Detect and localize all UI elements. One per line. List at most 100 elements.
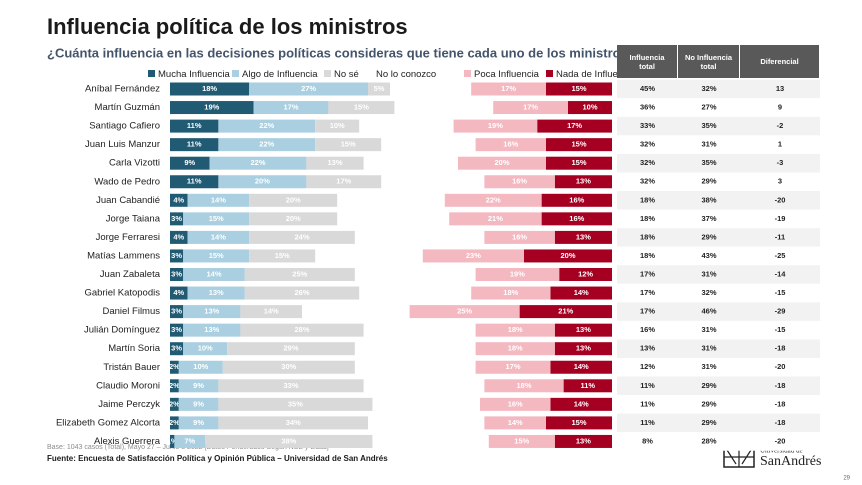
value-label: 3%: [171, 325, 182, 334]
table-row: [617, 432, 820, 451]
bar: [563, 379, 612, 393]
table-row: [617, 320, 820, 340]
bar: [550, 397, 612, 411]
value-label: 10%: [193, 362, 208, 371]
table-header: No Influencia total: [678, 45, 740, 78]
value-label: 13%: [576, 325, 591, 334]
value-label: 3%: [171, 307, 182, 316]
category-label: Alexis Guerrera: [94, 436, 161, 447]
value-label: 15%: [571, 140, 586, 149]
table-row: [617, 116, 820, 136]
bar: [315, 138, 382, 152]
value-label: 22%: [259, 140, 274, 149]
bar: [183, 212, 250, 226]
bar: [205, 434, 373, 448]
table-cell: 46%: [701, 307, 716, 316]
bar: [240, 305, 302, 319]
bar: [170, 286, 188, 300]
value-label: 13%: [576, 436, 591, 445]
category-label: Elizabeth Gomez Alcorta: [56, 417, 161, 428]
bar: [170, 379, 179, 393]
table-row: [617, 265, 820, 284]
table-header: Influencia total: [617, 45, 678, 78]
bar: [170, 82, 250, 96]
value-label: 11%: [187, 140, 202, 149]
bar: [546, 156, 612, 170]
bar: [368, 82, 390, 96]
value-label: 27%: [301, 84, 316, 93]
value-label: 11%: [187, 121, 202, 130]
bar: [554, 175, 612, 189]
value-label: 21%: [488, 214, 503, 223]
bar: [209, 156, 307, 170]
bar: [249, 212, 338, 226]
category-label: Juan Cabandié: [96, 195, 160, 206]
value-label: 30%: [281, 362, 296, 371]
legend-label: Algo de Influencia: [242, 69, 318, 80]
value-label: 4%: [173, 232, 184, 241]
category-label: Martín Soria: [108, 343, 160, 354]
bar: [170, 397, 179, 411]
bar: [244, 268, 355, 281]
value-label: 15%: [209, 251, 224, 260]
bar: [170, 230, 188, 244]
table-row: [617, 79, 820, 99]
value-label: 18%: [516, 381, 531, 390]
bar: [519, 305, 612, 319]
table-row: [617, 153, 820, 173]
table-cell: 35%: [701, 158, 716, 167]
table-cell: 11%: [640, 418, 655, 427]
value-label: 25%: [457, 307, 472, 316]
table-cell: 29%: [701, 177, 716, 186]
bar: [409, 305, 520, 319]
table-header: Diferencial: [740, 45, 820, 78]
value-label: 17%: [523, 103, 538, 112]
table-cell: 11%: [640, 399, 655, 408]
bar: [537, 119, 612, 133]
bar: [222, 360, 355, 374]
table-cell: 17%: [640, 288, 655, 297]
category-label: Santiago Cafiero: [89, 121, 160, 132]
value-label: 20%: [560, 251, 575, 260]
bar: [471, 82, 546, 96]
legend-swatch: [464, 70, 471, 77]
bar: [218, 379, 364, 393]
bar: [475, 268, 560, 281]
bar: [244, 286, 360, 300]
bar: [183, 342, 228, 356]
table-cell: 43%: [701, 251, 716, 260]
bar: [554, 434, 612, 448]
table-row: [617, 209, 820, 229]
table-cell: -14: [775, 269, 787, 278]
category-label: Matías Lammens: [87, 250, 160, 261]
value-label: 13%: [204, 307, 219, 316]
bar: [170, 360, 179, 374]
bar: [218, 397, 373, 411]
value-label: 15%: [354, 103, 369, 112]
table-cell: 31%: [701, 269, 716, 278]
bar: [475, 342, 555, 356]
bar: [484, 416, 546, 430]
value-label: 14%: [574, 288, 589, 297]
table-cell: -18: [775, 399, 786, 408]
value-label: 15%: [571, 84, 586, 93]
bar: [218, 175, 307, 189]
table-cell: 9: [778, 103, 782, 112]
value-label: 20%: [286, 195, 301, 204]
table-cell: 29%: [701, 399, 716, 408]
value-label: 24%: [294, 232, 309, 241]
value-label: 26%: [294, 288, 309, 297]
value-label: 2%: [169, 381, 180, 390]
table-row: [617, 357, 820, 377]
bar: [249, 230, 355, 244]
table-cell: -18: [775, 418, 786, 427]
bar: [471, 286, 551, 300]
legend-label: Poca Influencia: [474, 69, 540, 80]
category-label: Carla Vizotti: [109, 158, 160, 169]
legend-label: No sé: [334, 69, 359, 80]
bar: [550, 360, 612, 374]
bar: [187, 193, 250, 207]
table-cell: 12%: [640, 362, 655, 371]
legend-label: Mucha Influencia: [158, 69, 231, 80]
bar: [475, 138, 546, 152]
